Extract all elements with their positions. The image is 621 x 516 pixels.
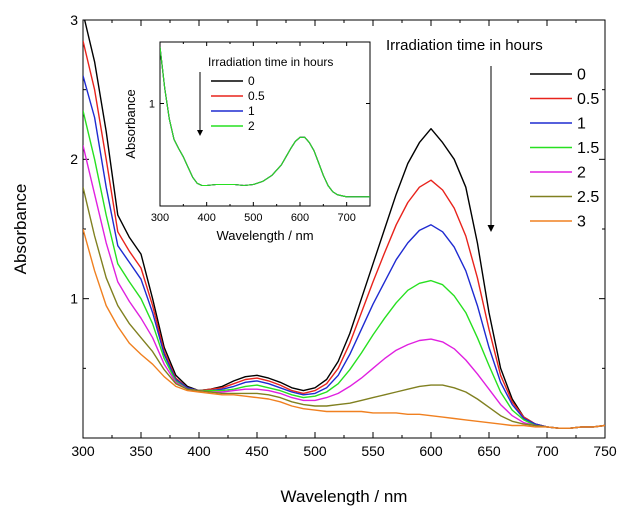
y-axis-label: Absorbance	[11, 184, 30, 275]
x-tick-label: 300	[71, 443, 95, 459]
y-tick-label: 2	[70, 151, 78, 167]
legend-label-1: 1	[248, 104, 255, 118]
x-tick-label: 700	[535, 443, 559, 459]
x-tick-label: 500	[303, 443, 327, 459]
x-tick-label: 400	[187, 443, 211, 459]
x-tick-label: 600	[291, 212, 309, 224]
legend-label-0: 0	[577, 67, 586, 84]
y-axis-label: Absorbance	[123, 89, 138, 158]
x-tick-label: 500	[244, 212, 262, 224]
series-line-3	[83, 229, 605, 428]
legend-label-2: 2	[577, 165, 586, 182]
x-tick-label: 750	[593, 443, 617, 459]
x-tick-label: 600	[419, 443, 443, 459]
x-tick-label: 550	[361, 443, 385, 459]
series-line-2	[160, 47, 370, 197]
legend-arrow-head	[488, 225, 495, 232]
legend-label-2: 2	[248, 119, 255, 133]
inset-plot: 300 400 500 600 700 1 Wavelength / nm Absorbanc…	[123, 42, 370, 243]
legend-label-0: 0	[248, 74, 255, 88]
legend-label-0.5: 0.5	[577, 91, 599, 108]
legend-label-1: 1	[577, 116, 586, 133]
legend-label-0.5: 0.5	[248, 89, 265, 103]
x-axis-label: Wavelength / nm	[281, 487, 408, 506]
x-axis-label: Wavelength / nm	[216, 228, 313, 243]
x-tick-label: 450	[245, 443, 269, 459]
legend-arrow-head	[197, 130, 203, 136]
y-tick-label: 1	[70, 291, 78, 307]
series-line-0.5	[83, 41, 605, 428]
legend-label-2.5: 2.5	[577, 189, 599, 206]
series-line-1.5	[83, 111, 605, 429]
legend-label-3: 3	[577, 214, 586, 231]
legend-label-1.5: 1.5	[577, 140, 599, 157]
x-tick-label: 400	[197, 212, 215, 224]
x-tick-label: 700	[337, 212, 355, 224]
series-line-1	[83, 76, 605, 429]
y-tick-label: 1	[149, 98, 155, 110]
x-tick-label: 300	[151, 212, 169, 224]
y-tick-label: 3	[70, 12, 78, 28]
main-plot: 300 350 400 450 500 550 600 650 700 750123Wavelen…	[11, 12, 617, 506]
series-line-2	[83, 145, 605, 428]
legend-title: Irradiation time in hours	[386, 37, 543, 54]
plot-frame	[83, 20, 605, 438]
x-tick-label: 350	[129, 443, 153, 459]
x-tick-label: 650	[477, 443, 501, 459]
legend-title: Irradiation time in hours	[208, 55, 333, 69]
